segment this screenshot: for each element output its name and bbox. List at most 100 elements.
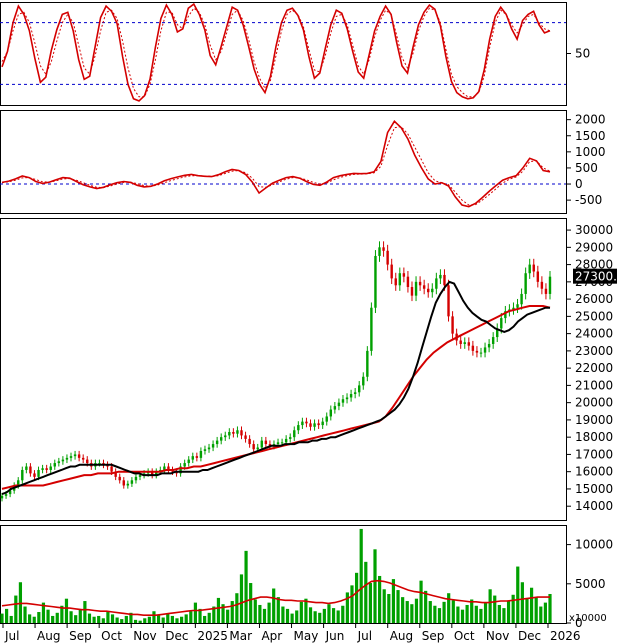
candle-body [276,442,280,445]
volume-bar [235,593,239,623]
candle-body [25,466,28,470]
candle-body [374,255,377,308]
candle-body [150,471,154,476]
volume-bar [483,602,488,623]
candle-body [524,273,527,294]
volume-bar [41,602,46,623]
volume-bar [331,608,336,623]
y-tick-label: 2000 [575,113,606,127]
volume-bar [308,607,313,623]
y-tick-label: 14000 [575,499,613,513]
volume-bar [78,609,82,623]
candle-body [61,459,65,462]
stochastic-k-line [1,2,551,102]
candle-body [280,442,284,444]
candle-body [110,466,113,472]
volume-ma-line [1,579,550,617]
candle-body [224,435,227,438]
volume-bar [520,582,524,623]
candle-body [410,287,414,296]
y-tick-label: 10000 [575,538,613,552]
candle-body [358,385,361,393]
volume-bar [479,608,483,623]
candle-body [264,440,268,445]
candle-body [195,456,199,458]
last-price-label: 27300.00 [575,270,617,284]
candle-body [191,456,194,460]
candle-body [122,480,125,486]
panel-frames [0,2,567,624]
volume-bar [115,617,119,623]
volume-bar [295,610,299,623]
candle-body [370,307,373,351]
y-tick-label: 23000 [575,344,613,358]
volume-bar [313,611,317,623]
candle-body [333,406,337,410]
y-tick-label: 1000 [575,145,606,159]
volume-bar [525,598,529,623]
x-tick-label: Dec [518,629,541,643]
volume-bar [5,608,9,623]
candle-body [487,343,491,348]
volume-bar [258,604,262,623]
y-tick-label: 21000 [575,378,613,392]
candle-body [4,494,8,496]
candle-body [45,468,48,470]
candle-body [260,440,264,448]
candle-body [402,273,406,277]
candle-body [167,466,170,470]
candle-body [130,480,134,484]
y-tick-label: 22000 [575,361,613,375]
y-tick-label: 0 [575,177,583,191]
volume-bar [133,619,138,623]
volume-bar [414,598,419,623]
candle-body [248,438,251,445]
candle-body [540,281,544,289]
volume-bar [465,604,469,623]
x-tick-label: Nov [486,629,509,643]
volume-bar [124,615,128,623]
candle-body [21,469,24,481]
y-tick-label: 16000 [575,465,613,479]
volume-bar [364,561,368,623]
volume-bar [166,613,170,623]
y-tick-label: 0 [575,616,583,630]
volume-bar [511,594,515,623]
volume-bar [55,612,59,623]
volume-bar [221,604,225,623]
x-tick-label: Oct [454,629,475,643]
candle-body [366,350,369,377]
volume-bar [249,583,253,623]
volume-bar [152,611,156,623]
volume-bar [539,606,543,623]
volume-bar [14,595,18,623]
candle-body [329,409,333,417]
candle-body [463,342,466,344]
volume-bar [387,593,391,623]
volume-bar [318,612,322,623]
candle-body [118,476,121,481]
volume-bar [506,601,511,623]
price-panel: 3000029000280002700026000250002400023000… [0,223,617,513]
candle-body [447,285,450,317]
candle-body [500,318,503,329]
candle-body [382,247,385,251]
y-tick-label: 18000 [575,430,613,444]
candle-body [337,402,341,407]
candle-body [187,459,190,464]
candle-body [479,352,483,354]
candle-body [435,278,438,289]
y-tick-label: 20000 [575,396,613,410]
stochastic-panel: 50 [0,2,590,102]
volume-bar [341,605,345,623]
volume-bar [184,614,188,623]
volume-bar [216,597,221,623]
candle-body [483,347,487,353]
candle-body [305,421,308,424]
candle-body [313,423,316,427]
candle-body [386,250,389,265]
frame-volume [0,525,567,624]
volume-bar [304,598,308,623]
y-tick-label: 26000 [575,292,613,306]
